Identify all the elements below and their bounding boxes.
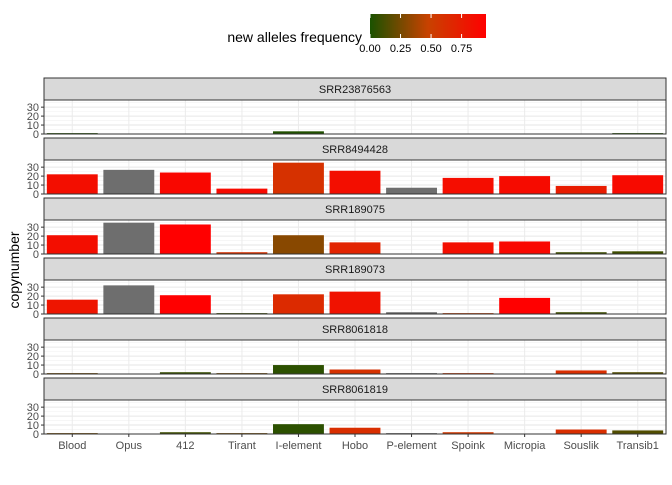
bar: [499, 298, 550, 314]
legend-tick-label: 0.25: [390, 43, 411, 55]
y-tick-label: 30: [27, 162, 39, 174]
legend-tick-label: 0.50: [420, 43, 441, 55]
x-tick-label: Souslik: [563, 440, 599, 452]
y-tick-label: 30: [27, 402, 39, 414]
bar: [556, 186, 607, 194]
y-tick-label: 30: [27, 282, 39, 294]
x-tick-label: Micropia: [504, 440, 546, 452]
bar: [47, 300, 98, 314]
bar: [103, 170, 154, 194]
bar: [556, 370, 607, 374]
bar: [273, 235, 324, 254]
bar: [273, 365, 324, 374]
bar: [499, 241, 550, 254]
bar: [556, 430, 607, 434]
legend-tick-label: 0.75: [451, 43, 472, 55]
bar: [330, 171, 381, 194]
x-tick-label: Opus: [116, 440, 143, 452]
bar: [103, 285, 154, 314]
y-tick-label: 30: [27, 222, 39, 234]
bar: [443, 178, 494, 194]
bar: [160, 173, 211, 194]
legend-title: new alleles frequency: [227, 29, 362, 45]
bar: [499, 176, 550, 194]
facet-strip-label: SRR8061819: [322, 384, 388, 396]
x-tick-label: Hobo: [342, 440, 368, 452]
x-tick-label: Blood: [58, 440, 86, 452]
facet-strip-label: SRR189075: [325, 204, 385, 216]
facet-strip-label: SRR8061818: [322, 324, 388, 336]
bar: [160, 295, 211, 314]
bar: [612, 430, 663, 434]
x-tick-label: Transib1: [617, 440, 659, 452]
bar: [273, 163, 324, 194]
x-tick-label: I-element: [276, 440, 322, 452]
facet-strip-label: SRR23876563: [319, 84, 391, 96]
bar: [330, 428, 381, 434]
x-axis: Blood Opus 412 Tirant I-element Hobo P-element…: [58, 434, 659, 452]
facet-panels: SRR238765630102030SRR84944280102030SRR18…: [27, 78, 666, 441]
x-tick-label: 412: [176, 440, 194, 452]
bar: [330, 370, 381, 374]
bar: [273, 294, 324, 314]
x-tick-label: Tirant: [228, 440, 256, 452]
x-tick-label: P-element: [386, 440, 436, 452]
bar: [612, 175, 663, 194]
bar: [47, 174, 98, 194]
y-tick-label: 30: [27, 102, 39, 114]
legend-tick-label: 0.00: [359, 43, 380, 55]
bar: [103, 223, 154, 254]
legend-colorbar: [370, 14, 486, 38]
bar: [330, 242, 381, 254]
facet-strip-label: SRR189073: [325, 264, 385, 276]
bar: [330, 292, 381, 314]
legend: new alleles frequency 0.00 0.25 0.50 0.75: [227, 14, 486, 55]
bar: [160, 224, 211, 254]
bar: [273, 424, 324, 434]
y-tick-label: 30: [27, 342, 39, 354]
x-tick-label: Spoink: [451, 440, 485, 452]
bar: [216, 189, 267, 194]
bar: [47, 235, 98, 254]
bar: [386, 188, 437, 194]
facet-strip-label: SRR8494428: [322, 144, 388, 156]
bar: [443, 242, 494, 254]
y-axis-title: copynumber: [6, 231, 22, 308]
